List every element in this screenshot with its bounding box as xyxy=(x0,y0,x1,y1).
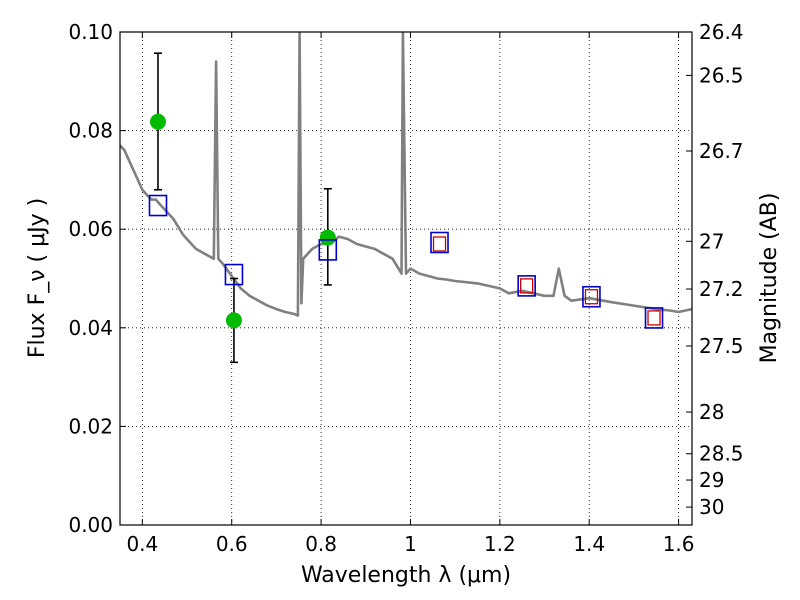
mag-tick-label-5: 27.5 xyxy=(699,334,744,358)
model-band-square xyxy=(148,194,168,217)
model-band-square xyxy=(582,285,601,308)
x-tick-label-5: 1.4 xyxy=(573,532,605,556)
observed-point xyxy=(149,113,166,130)
y-axis-label: Flux F_ν ( μJy ) xyxy=(25,198,50,358)
spectrum-layer xyxy=(120,32,692,317)
model-band-inner-square xyxy=(584,289,599,305)
mag-tick-label-6: 28 xyxy=(699,400,724,424)
model-band-square xyxy=(430,231,449,254)
grid xyxy=(120,32,692,525)
mag-tick-label-2: 26.7 xyxy=(699,139,744,163)
x-tick-label-6: 1.6 xyxy=(663,532,695,556)
y-tick-label-1: 0.02 xyxy=(68,414,113,438)
model-band-square xyxy=(644,307,664,329)
x-tick-label-4: 1.2 xyxy=(484,532,516,556)
x-tick-label-2: 0.8 xyxy=(305,532,337,556)
mag-tick-label-1: 26.5 xyxy=(699,63,744,87)
spectrum-line xyxy=(120,32,692,317)
y-tick-label-5: 0.10 xyxy=(68,20,113,44)
x-axis-label: Wavelength λ (μm) xyxy=(301,563,511,588)
mag-tick-label-4: 27.2 xyxy=(699,277,744,301)
model-band-inner-square xyxy=(647,310,661,326)
y-tick-label-2: 0.04 xyxy=(68,316,113,340)
y-tick-label-4: 0.08 xyxy=(68,119,113,143)
x-tick-label-0: 0.4 xyxy=(126,532,158,556)
model-band-inner-square xyxy=(432,236,447,252)
x-tick-label-3: 1 xyxy=(404,532,417,556)
model-band-square xyxy=(517,275,536,297)
mag-tick-label-9: 30 xyxy=(699,495,724,519)
mag-tick-label-7: 28.5 xyxy=(699,442,744,466)
mag-tick-label-0: 26.4 xyxy=(699,20,744,44)
y2-axis-label: Magnitude (AB) xyxy=(757,193,782,364)
ticks-layer: 0.4 0.6 0.8 1 1.2 1.4 1.6 0.00 0.02 0.04 0.06 0.08 0… xyxy=(68,20,743,556)
x-tick-label-1: 0.6 xyxy=(216,532,248,556)
mag-tick-label-3: 27 xyxy=(699,229,724,253)
model-band-square xyxy=(318,239,338,261)
mag-tick-label-8: 29 xyxy=(699,468,724,492)
observed-point xyxy=(225,312,242,329)
point-layer xyxy=(148,113,664,329)
model-band-square xyxy=(224,263,244,286)
y-tick-label-3: 0.06 xyxy=(68,217,113,241)
plot-frame xyxy=(119,31,693,526)
y-tick-label-0: 0.00 xyxy=(68,513,113,537)
model-band-inner-square xyxy=(520,278,534,294)
errorbar-layer xyxy=(153,52,332,364)
observed-point xyxy=(319,229,336,246)
